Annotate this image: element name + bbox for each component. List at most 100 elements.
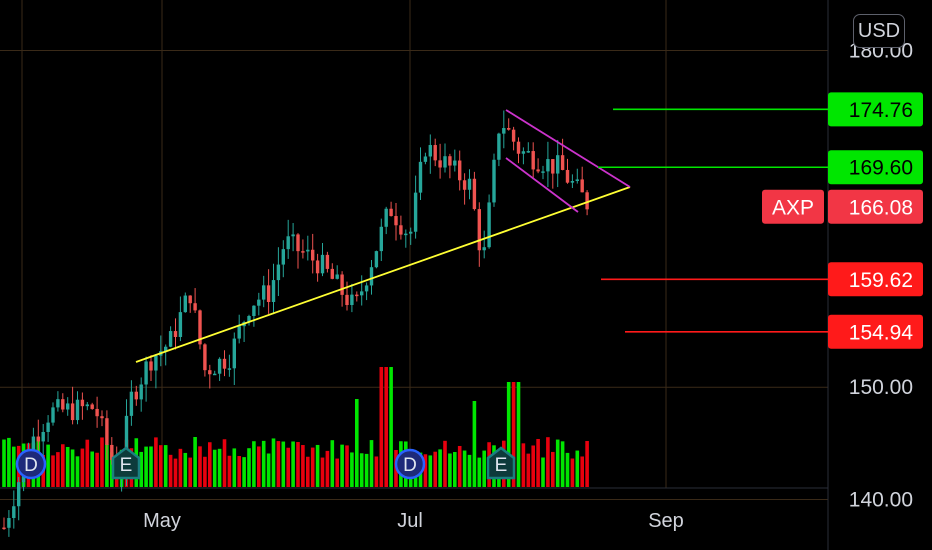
- volume-bar: [203, 456, 207, 487]
- volume-bar: [570, 458, 575, 487]
- volume-bar: [105, 444, 109, 487]
- volume-bar: [457, 445, 462, 487]
- candle-body: [507, 128, 511, 130]
- volume-bar: [335, 458, 339, 487]
- volume-bar: [56, 452, 60, 487]
- time-axis: May Jul Sep: [143, 510, 684, 532]
- candle-body: [232, 338, 236, 369]
- volume-bar: [369, 440, 374, 487]
- volume-bar: [2, 439, 6, 487]
- candlestick-series: [2, 110, 589, 537]
- level-price-tag: [828, 314, 923, 349]
- candle-body: [124, 415, 129, 471]
- candle-body: [536, 169, 540, 172]
- volume-bar: [345, 445, 349, 487]
- volume-bar: [428, 455, 433, 487]
- volume-bar: [467, 454, 472, 487]
- candle-body: [369, 267, 374, 286]
- candle-body: [389, 208, 393, 217]
- candle-body: [511, 129, 516, 142]
- candle-body: [183, 295, 187, 313]
- candle-body: [492, 159, 496, 203]
- candle-body: [281, 249, 285, 265]
- candle-body: [217, 358, 222, 374]
- level-price-label: 169.60: [849, 157, 913, 180]
- candle-body: [364, 285, 369, 292]
- volume-bar: [350, 452, 354, 487]
- event-marker-letter: D: [403, 455, 417, 476]
- candle-body: [286, 236, 290, 250]
- volume-bar: [173, 458, 178, 487]
- candle-body: [325, 254, 330, 269]
- candle-body: [85, 404, 89, 407]
- volume-bar: [252, 441, 256, 487]
- volume-bar: [193, 437, 197, 487]
- candle-body: [565, 169, 570, 183]
- candle-body: [394, 216, 398, 226]
- symbol-tag: [762, 189, 824, 224]
- volume-bar: [359, 453, 364, 487]
- candle-body: [404, 233, 408, 236]
- dividend-marker[interactable]: D: [394, 448, 426, 480]
- volume-bar: [433, 451, 437, 487]
- price-axis: 180.00150.00140.00174.76169.60159.62154.…: [762, 40, 923, 511]
- candle-body: [409, 231, 413, 234]
- candle-body: [423, 156, 428, 162]
- candle-body: [237, 326, 241, 339]
- earnings-marker[interactable]: E: [486, 446, 516, 480]
- event-marker-letter: E: [495, 455, 508, 476]
- volume-bar: [330, 440, 335, 487]
- volume-bar: [453, 452, 457, 487]
- candle-body: [306, 249, 310, 252]
- candle-body: [168, 331, 173, 347]
- volume-bar: [291, 441, 295, 487]
- volume-bar: [247, 448, 251, 487]
- candle-body: [472, 178, 477, 210]
- volume-bar: [232, 448, 237, 487]
- channel-upper-line: [505, 109, 631, 188]
- earnings-marker[interactable]: E: [111, 446, 141, 480]
- candle-body: [257, 299, 261, 306]
- candle-body: [355, 294, 359, 297]
- dividend-icon: [394, 448, 426, 480]
- earnings-icon: [111, 446, 141, 480]
- chart-grid: [0, 0, 829, 550]
- currency-button[interactable]: USD: [853, 14, 905, 48]
- volume-bar: [75, 456, 80, 487]
- candle-body: [570, 181, 575, 183]
- volume-bar: [521, 443, 526, 487]
- volume-bar: [296, 442, 300, 487]
- volume-bar: [310, 447, 315, 487]
- volume-bar: [541, 457, 545, 487]
- candle-body: [178, 312, 183, 337]
- candle-body: [129, 391, 134, 416]
- volume-bar: [546, 437, 550, 487]
- volume-bar: [222, 439, 227, 487]
- candle-body: [360, 291, 364, 296]
- candle-body: [497, 133, 501, 160]
- candle-body: [144, 361, 148, 385]
- candle-body: [418, 161, 423, 193]
- candle-body: [526, 151, 530, 153]
- candle-body: [95, 408, 99, 417]
- channel-lower-line: [505, 157, 579, 213]
- candle-body: [467, 178, 472, 190]
- candle-body: [448, 156, 452, 166]
- volume-bar: [80, 448, 85, 487]
- volume-bar: [379, 367, 384, 487]
- candle-body: [188, 295, 192, 304]
- volume-bar: [374, 456, 379, 487]
- volume-bar: [511, 382, 516, 487]
- volume-bar: [188, 457, 192, 487]
- dividend-marker[interactable]: D: [15, 448, 47, 480]
- volume-bar: [237, 456, 241, 487]
- volume-bar: [443, 440, 447, 487]
- volume-bar: [168, 454, 173, 487]
- candle-body: [134, 391, 138, 400]
- candle-body: [110, 444, 114, 460]
- volume-bar: [7, 437, 11, 487]
- candle-body: [462, 180, 467, 190]
- volume-bar: [51, 455, 55, 487]
